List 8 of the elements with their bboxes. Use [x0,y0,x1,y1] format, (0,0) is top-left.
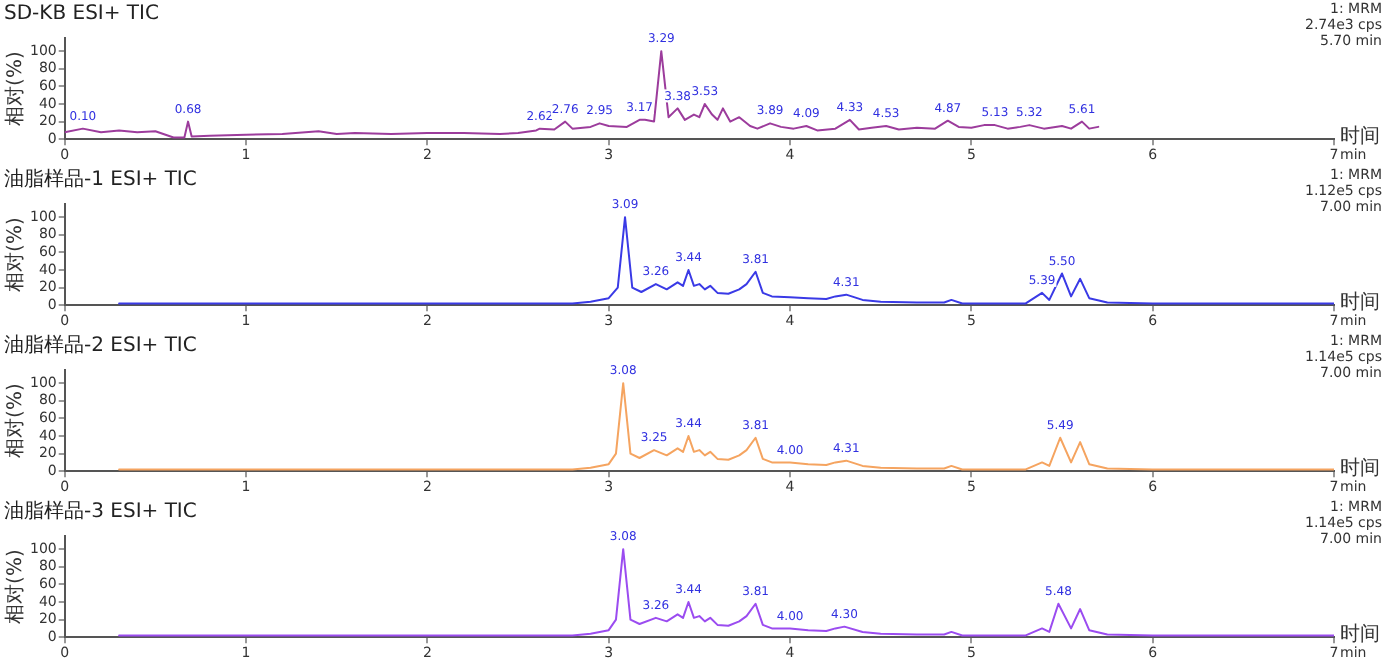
y-axis-title: 相对(%) [3,549,28,624]
chart-title: 油脂样品-2 ESI+ TIC [4,333,197,358]
y-axis-title: 相对(%) [3,217,28,292]
chart-title: SD-KB ESI+ TIC [4,3,159,26]
chart-title: 油脂样品-1 ESI+ TIC [4,167,197,192]
y-axis-title: 相对(%) [3,383,28,458]
y-axis-title: 相对(%) [3,51,28,126]
chart-title: 油脂样品-3 ESI+ TIC [4,499,197,524]
